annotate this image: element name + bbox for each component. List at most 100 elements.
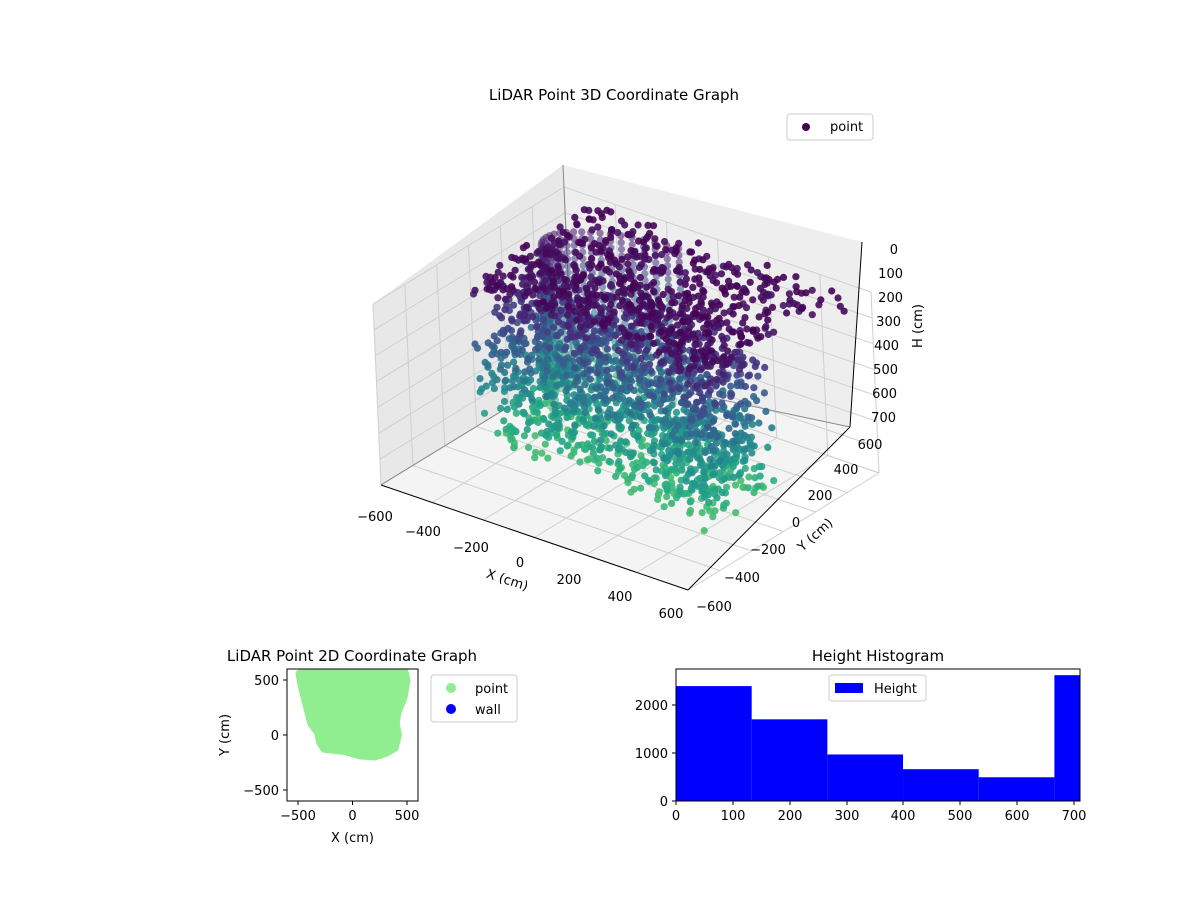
- point-marker: [610, 308, 618, 316]
- point-marker: [760, 389, 769, 397]
- point-marker: [524, 304, 532, 312]
- point-marker: [496, 365, 504, 373]
- point-marker: [607, 280, 615, 289]
- point-marker: [503, 405, 511, 413]
- point-marker: [706, 307, 714, 315]
- point-marker: [685, 391, 693, 399]
- point-marker: [637, 399, 646, 407]
- point-marker: [762, 407, 770, 415]
- histogram-legend-box: [828, 674, 927, 702]
- point-marker: [618, 255, 626, 263]
- point-marker: [541, 373, 549, 381]
- legend-2d: point wall: [430, 674, 518, 723]
- point-marker: [783, 309, 791, 317]
- point-marker: [582, 309, 591, 317]
- point-marker: [737, 400, 745, 408]
- point-marker: [761, 324, 769, 332]
- point-marker: [719, 336, 727, 344]
- point-marker: [768, 303, 777, 311]
- point-marker: [597, 436, 605, 444]
- point-marker: [650, 278, 658, 287]
- point-marker: [639, 313, 647, 321]
- point-marker: [635, 296, 644, 304]
- point-marker: [561, 256, 569, 264]
- point-marker: [581, 380, 589, 388]
- point-marker: [753, 269, 762, 277]
- y-tick-label: −500: [243, 784, 279, 799]
- point-marker: [732, 405, 741, 413]
- point-marker: [534, 247, 543, 255]
- point-marker: [694, 329, 702, 337]
- point-marker: [657, 375, 665, 383]
- point-marker: [564, 384, 572, 392]
- point-marker: [684, 318, 692, 326]
- point-marker: [540, 284, 548, 292]
- x-tick-label: 700: [1062, 809, 1087, 824]
- point-marker: [586, 375, 594, 383]
- point-marker: [508, 377, 516, 385]
- point-marker: [636, 319, 644, 327]
- point-marker: [567, 452, 575, 460]
- point-marker: [717, 270, 726, 278]
- y-tick-label: 0: [660, 795, 668, 810]
- y-tick-label: 0: [792, 516, 800, 531]
- point-marker: [618, 369, 626, 377]
- point-marker: [555, 318, 563, 326]
- point-marker: [674, 450, 683, 458]
- point-marker: [685, 422, 693, 430]
- point-marker: [515, 337, 523, 346]
- point-marker: [670, 339, 678, 347]
- point-marker: [520, 410, 529, 418]
- point-marker: [563, 248, 571, 256]
- x-tick-label: 600: [1005, 809, 1030, 824]
- point-marker: [491, 274, 499, 282]
- point-marker: [570, 228, 578, 236]
- point-marker: [571, 213, 579, 221]
- x-tick-label: 0: [516, 556, 524, 571]
- point-marker: [582, 320, 591, 328]
- point-marker: [684, 289, 692, 297]
- point-marker: [490, 332, 498, 340]
- point-marker: [694, 239, 703, 247]
- point-marker: [798, 305, 806, 313]
- point-marker: [476, 375, 484, 383]
- legend-2d-marker-wall: [446, 704, 456, 714]
- point-marker: [659, 267, 667, 276]
- histogram-legend: Height: [828, 674, 927, 702]
- point-marker: [709, 513, 717, 521]
- point-marker: [551, 406, 559, 414]
- point-marker: [684, 380, 692, 388]
- point-marker: [531, 454, 539, 462]
- point-marker: [707, 462, 715, 470]
- point-marker: [684, 400, 692, 408]
- legend-3d-label: point: [830, 120, 863, 135]
- y-tick-label: −600: [696, 600, 732, 615]
- point-marker: [603, 345, 612, 353]
- point-marker: [536, 383, 544, 392]
- grid-line: [768, 256, 778, 439]
- point-marker: [663, 493, 671, 501]
- scatter-2d-plot: LiDAR Point 2D Coordinate Graph −500 0 5…: [218, 647, 518, 846]
- point-marker: [535, 305, 544, 313]
- point-marker: [786, 296, 794, 304]
- point-marker: [607, 430, 615, 438]
- point-marker: [490, 385, 498, 393]
- grid-line: [375, 238, 567, 357]
- point-marker: [737, 378, 745, 386]
- point-marker: [593, 346, 601, 354]
- point-marker: [686, 455, 694, 463]
- point-marker: [594, 406, 603, 414]
- x-tick-labels-2d: −500 0 500: [280, 809, 419, 824]
- point-marker: [689, 283, 697, 291]
- point-marker: [652, 242, 660, 250]
- point-marker: [764, 443, 772, 451]
- point-marker: [667, 288, 676, 296]
- point-marker: [580, 206, 588, 214]
- point-marker: [637, 261, 645, 269]
- point-marker: [699, 256, 707, 264]
- point-marker: [627, 340, 635, 348]
- point-marker: [533, 333, 542, 342]
- point-marker: [518, 273, 526, 281]
- point-marker: [834, 294, 842, 302]
- point-marker: [481, 358, 489, 366]
